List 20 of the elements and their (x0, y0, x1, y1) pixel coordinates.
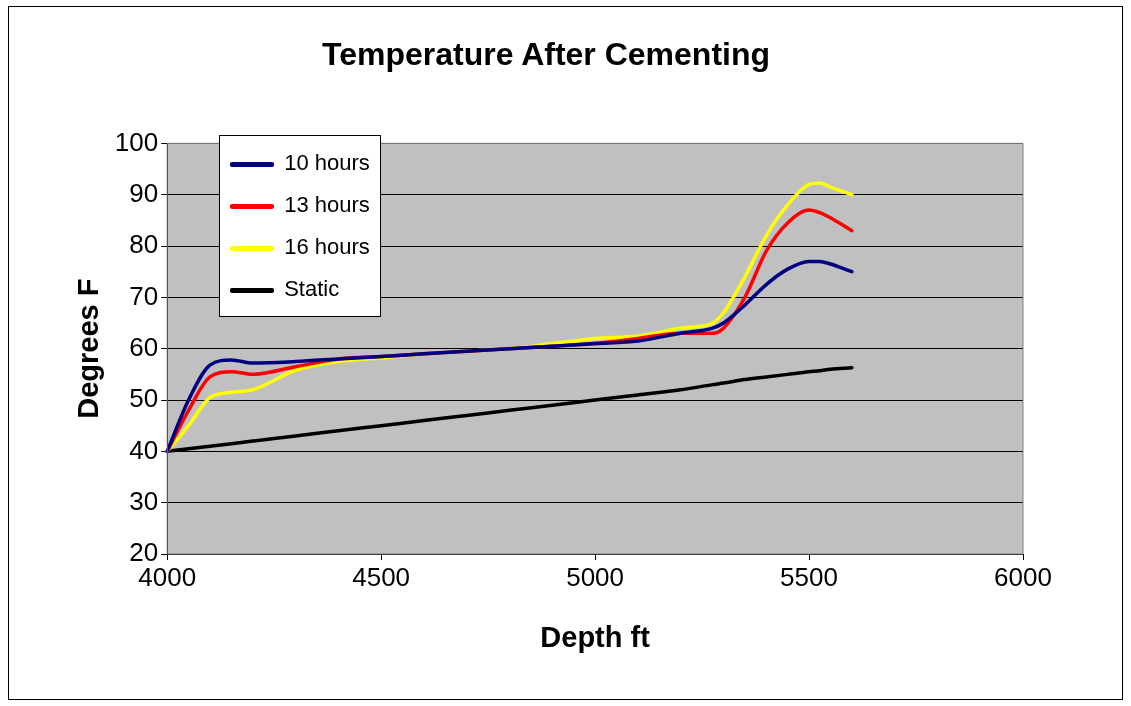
line-series (165, 259, 854, 454)
legend-label: 10 hours (284, 150, 370, 176)
y-tick-label: 70 (129, 280, 159, 311)
legend-label: Static (284, 276, 340, 302)
y-axis-title: Degrees F (72, 278, 105, 419)
x-tick-label: 5000 (566, 561, 625, 592)
legend-label: 16 hours (284, 234, 370, 260)
y-tick-label: 50 (129, 383, 159, 414)
y-tick-label: 100 (114, 126, 159, 157)
x-tick-label: 6000 (994, 561, 1052, 592)
chart-title: Temperature After Cementing (321, 36, 771, 73)
x-tick-label: 4500 (352, 561, 411, 592)
y-tick-label: 40 (129, 434, 159, 465)
y-tick-label: 90 (129, 177, 159, 208)
y-tick-label: 60 (129, 331, 159, 362)
y-tick-label: 80 (129, 229, 159, 260)
y-tick-label: 30 (129, 485, 159, 516)
legend-label: 13 hours (284, 192, 370, 218)
x-axis-title: Depth ft (540, 620, 651, 653)
x-tick-label: 5500 (780, 561, 838, 592)
